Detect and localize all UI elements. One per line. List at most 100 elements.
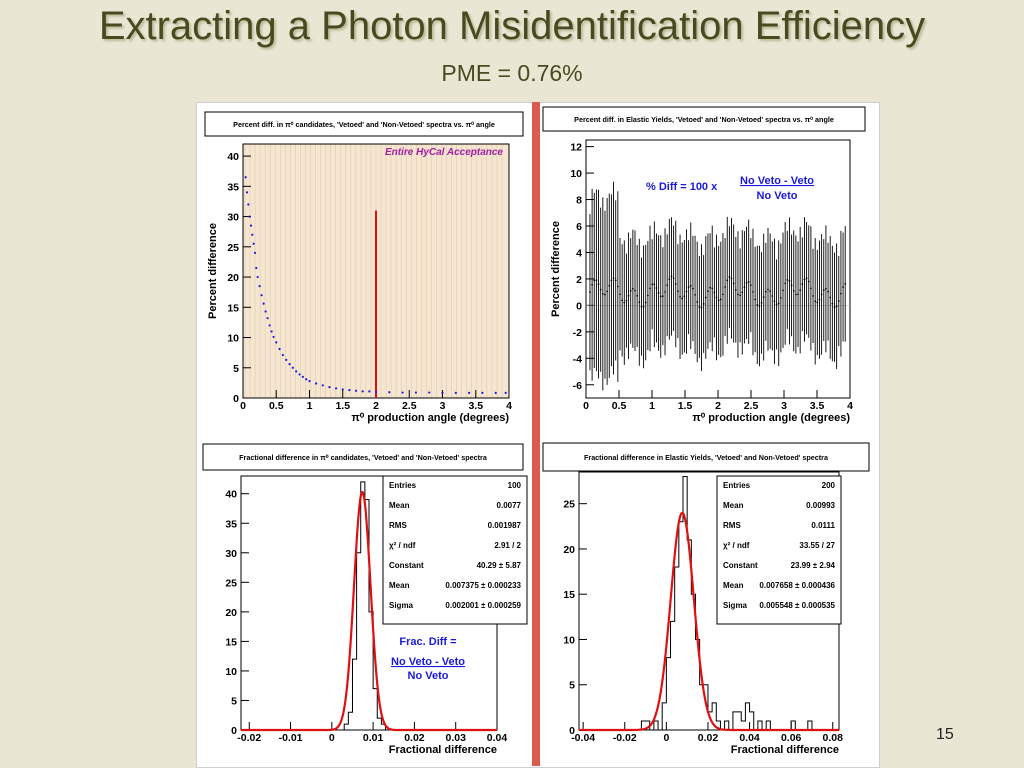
data-point <box>762 296 765 299</box>
data-point <box>809 287 812 290</box>
data-point <box>468 391 471 394</box>
histogram-bin <box>808 721 812 730</box>
stats-value: 0.007375 ± 0.000233 <box>445 581 521 590</box>
data-point <box>256 275 259 279</box>
x-tick-label: -0.02 <box>613 732 637 744</box>
data-point <box>713 291 716 294</box>
data-point <box>820 293 823 296</box>
data-point <box>790 284 793 287</box>
data-point <box>454 391 457 394</box>
histogram-outline <box>340 481 387 731</box>
formula-numerator: No Veto - Veto <box>740 175 814 187</box>
data-point <box>764 290 767 293</box>
data-point <box>308 379 311 383</box>
y-tick-label: 25 <box>225 577 237 589</box>
stats-label: Entries <box>723 481 751 490</box>
data-point <box>627 294 630 297</box>
stats-label: Mean <box>723 581 744 590</box>
data-point <box>700 306 703 309</box>
data-point <box>709 286 711 289</box>
slide-number: 15 <box>936 726 954 743</box>
histogram-bin <box>348 712 352 730</box>
stats-label: Sigma <box>389 601 414 610</box>
x-tick-label: 0.03 <box>445 732 466 744</box>
y-tick-label: -4 <box>573 353 582 365</box>
x-tick-label: 0.04 <box>487 732 508 744</box>
data-point <box>801 283 804 286</box>
data-point <box>619 293 621 296</box>
x-tick-label: 0 <box>329 732 335 744</box>
stats-value: 100 <box>508 481 522 490</box>
histogram-bin <box>766 721 770 730</box>
data-point <box>767 288 769 291</box>
y-tick-label: 25 <box>563 499 575 511</box>
data-point <box>610 279 613 282</box>
data-point <box>722 293 724 296</box>
x-tick-label: -0.01 <box>279 732 303 744</box>
data-point <box>794 293 797 296</box>
chart-title: Fractional difference in π⁰ candidates, … <box>239 453 488 462</box>
x-axis-label: π⁰ production angle (degrees) <box>351 412 509 424</box>
data-point <box>642 305 645 308</box>
data-point <box>743 286 746 289</box>
x-tick-label: 2 <box>715 400 721 412</box>
y-tick-label: 0 <box>576 300 582 312</box>
y-tick-label: 8 <box>576 195 582 207</box>
data-point <box>825 287 827 290</box>
chart-pi0-percent-diff: Percent diff. in π⁰ candidates, 'Vetoed'… <box>204 111 524 424</box>
chart-elastic-frac-diff: Fractional difference in Elastic Yields,… <box>542 442 870 756</box>
data-point <box>692 287 694 290</box>
stats-label: Constant <box>389 561 424 570</box>
y-tick-label: 30 <box>225 548 237 560</box>
data-point <box>681 297 684 300</box>
data-point <box>414 391 417 394</box>
y-tick-label: 40 <box>225 489 237 501</box>
data-point <box>758 305 761 307</box>
y-tick-label: -2 <box>573 327 582 339</box>
data-point <box>788 279 791 282</box>
data-point <box>726 279 729 282</box>
data-point <box>775 303 778 306</box>
data-point <box>840 292 842 295</box>
y-tick-label: 15 <box>227 302 239 314</box>
x-tick-label: 3 <box>781 400 787 412</box>
histogram-bin <box>725 721 729 730</box>
data-point <box>799 289 802 292</box>
data-point <box>651 283 654 286</box>
x-tick-label: 1 <box>307 400 313 412</box>
x-tick-label: 0 <box>240 400 246 412</box>
y-tick-label: 35 <box>227 181 239 193</box>
data-point <box>593 279 596 282</box>
histogram-bin <box>745 703 749 730</box>
data-point <box>270 330 273 333</box>
data-point <box>739 294 742 297</box>
y-tick-label: 5 <box>233 363 239 375</box>
panel-divider <box>532 102 540 766</box>
stats-label: χ² / ndf <box>723 541 750 550</box>
data-point <box>606 290 609 293</box>
data-point <box>616 285 619 288</box>
data-point <box>374 390 378 394</box>
data-point <box>260 294 263 297</box>
data-point <box>672 277 675 280</box>
data-point <box>711 287 714 290</box>
y-tick-label: 5 <box>231 695 237 707</box>
histogram-bin <box>377 718 381 730</box>
data-point <box>655 287 658 289</box>
data-point <box>683 295 686 298</box>
x-tick-label: 4 <box>847 400 853 412</box>
data-point <box>760 301 763 304</box>
formula-prefix: Frac. Diff = <box>399 636 456 648</box>
data-point <box>653 283 656 286</box>
histogram-bin <box>758 721 762 730</box>
data-point <box>629 290 632 292</box>
data-point <box>792 290 795 292</box>
stats-value: 40.29 ± 5.87 <box>477 561 522 570</box>
data-point <box>773 300 776 303</box>
data-point <box>698 306 701 308</box>
data-point <box>266 317 269 320</box>
data-point <box>640 305 643 308</box>
data-point <box>749 284 752 287</box>
data-point <box>262 302 265 305</box>
data-point <box>687 286 690 289</box>
